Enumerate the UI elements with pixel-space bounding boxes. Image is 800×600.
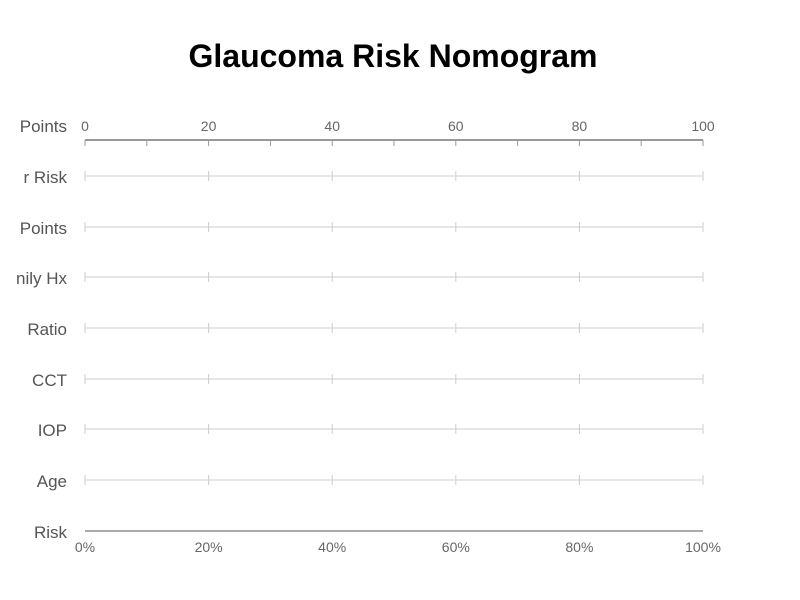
points-axis-label: Points	[19, 117, 67, 136]
row-label-iop: IOP	[37, 421, 67, 440]
row-label-family-hx: nily Hx	[15, 269, 67, 288]
points-axis-tick-label: 80	[572, 118, 588, 134]
points-axis-tick-label: 100	[691, 118, 715, 134]
risk-axis-label: Risk	[33, 523, 67, 542]
points-axis-tick-label: 0	[81, 118, 89, 134]
risk-axis-tick-label: 60%	[442, 539, 470, 555]
points-axis-tick-label: 60	[448, 118, 464, 134]
risk-axis-tick-label: 20%	[195, 539, 223, 555]
risk-axis-tick-label: 0%	[75, 539, 95, 555]
row-label-points: Points	[19, 219, 67, 238]
chart-title: Glaucoma Risk Nomogram	[188, 38, 598, 74]
risk-axis-tick-label: 100%	[685, 539, 721, 555]
row-label-ratio: Ratio	[27, 320, 67, 339]
points-axis-tick-label: 20	[201, 118, 217, 134]
row-label-r-risk: r Risk	[23, 168, 67, 187]
points-axis-tick-label: 40	[324, 118, 340, 134]
row-label-age: Age	[36, 472, 67, 491]
row-label-cct: CCT	[32, 371, 67, 390]
risk-axis-tick-label: 40%	[318, 539, 346, 555]
risk-axis-tick-label: 80%	[565, 539, 593, 555]
